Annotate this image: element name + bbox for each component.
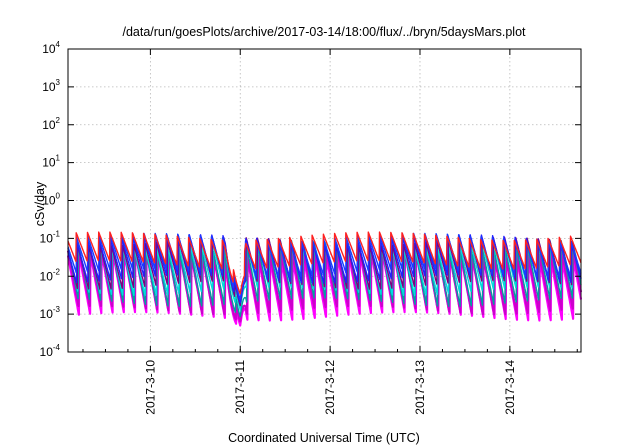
x-tick-label: 2017-3-13 [413, 360, 427, 415]
y-axis: 10-4 10-3 10-2 10-1 100 101 102 103 104 [40, 40, 581, 359]
y-tick-label: 103 [42, 78, 60, 94]
chart-title: /data/run/goesPlots/archive/2017-03-14/1… [122, 25, 526, 39]
y-tick-label: 10-1 [40, 229, 61, 245]
x-tick-label: 2017-3-12 [323, 360, 337, 415]
x-axis: 2017-3-10 2017-3-11 2017-3-12 2017-3-13 2017… [82, 49, 578, 415]
y-axis-label: cSv/day [33, 181, 47, 226]
series-line [67, 231, 582, 295]
y-tick-label: 10-3 [40, 305, 61, 321]
y-tick-label: 10-4 [40, 343, 61, 359]
x-tick-label: 2017-3-11 [233, 360, 247, 414]
series-line [67, 243, 582, 318]
series-group [66, 231, 583, 327]
y-tick-label: 10-2 [40, 267, 61, 283]
y-tick-label: 104 [42, 40, 60, 56]
y-tick-label: 101 [42, 154, 60, 170]
x-tick-label: 2017-3-14 [503, 360, 517, 415]
y-tick-label: 102 [42, 116, 60, 132]
y-tick-label: 100 [42, 192, 60, 208]
x-axis-label: Coordinated Universal Time (UTC) [228, 431, 420, 445]
x-tick-label: 2017-3-10 [143, 360, 157, 415]
